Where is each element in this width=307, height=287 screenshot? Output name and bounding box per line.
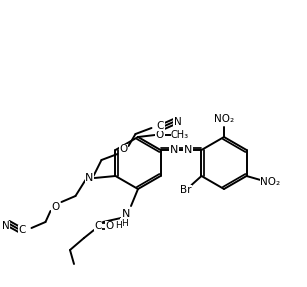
Text: O: O: [106, 221, 114, 231]
Text: CH₃: CH₃: [171, 130, 189, 140]
Text: N: N: [184, 145, 192, 155]
Text: N: N: [85, 173, 94, 183]
Text: NO₂: NO₂: [214, 114, 234, 124]
Text: O: O: [51, 202, 60, 212]
Text: Br: Br: [180, 185, 191, 195]
Text: N: N: [122, 209, 130, 219]
Text: C: C: [94, 221, 102, 231]
Text: C: C: [157, 121, 164, 131]
Text: N: N: [2, 221, 9, 231]
Text: H: H: [116, 222, 122, 230]
Text: C: C: [19, 225, 26, 235]
Text: O: O: [119, 144, 128, 154]
Text: N: N: [170, 145, 178, 155]
Text: N: N: [173, 117, 181, 127]
Text: O: O: [156, 130, 164, 140]
Text: H: H: [121, 218, 127, 228]
Text: NO₂: NO₂: [260, 177, 281, 187]
